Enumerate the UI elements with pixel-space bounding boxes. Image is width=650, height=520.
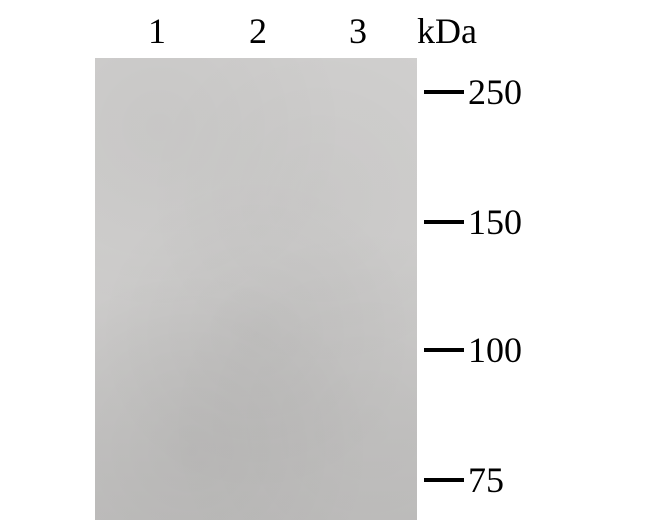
blot-texture: [95, 58, 417, 520]
marker-label-150: 150: [468, 201, 522, 243]
kda-unit-label: kDa: [417, 10, 477, 52]
band-lane-3: [318, 316, 396, 330]
marker-label-75: 75: [468, 459, 504, 501]
lane-label-1: 1: [148, 10, 166, 52]
marker-tick-75: [424, 478, 464, 482]
marker-label-250: 250: [468, 71, 522, 113]
marker-label-100: 100: [468, 329, 522, 371]
lane-label-2: 2: [249, 10, 267, 52]
lane-label-3: 3: [349, 10, 367, 52]
western-blot-figure: 1 2 3 kDa 250 150 100 75: [0, 0, 650, 520]
blot-membrane: [95, 58, 417, 520]
marker-tick-100: [424, 348, 464, 352]
marker-tick-150: [424, 220, 464, 224]
band-lane-2: [219, 316, 297, 329]
band-lane-1: [118, 316, 196, 330]
marker-tick-250: [424, 90, 464, 94]
